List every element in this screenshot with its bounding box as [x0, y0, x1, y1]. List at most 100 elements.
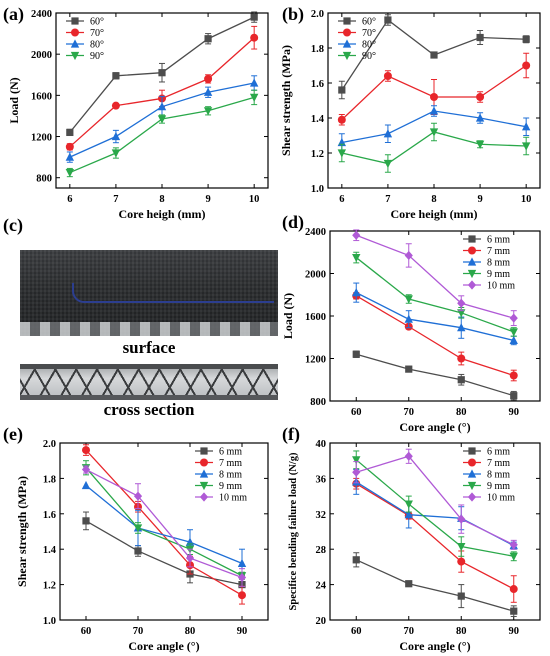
cross-section-caption: cross section — [103, 400, 195, 419]
data-point — [383, 159, 393, 169]
series-1 — [337, 52, 531, 126]
y-tick-label: 2400 — [31, 9, 52, 20]
legend-label: 6 mm — [487, 235, 510, 246]
x-axis-label: Core angle (°) — [399, 420, 470, 434]
series-4 — [352, 229, 518, 327]
data-point — [237, 572, 247, 583]
top-skin — [20, 364, 278, 369]
data-point — [111, 131, 121, 141]
series-0 — [66, 11, 258, 137]
chart-a: 800 1200 1600 2000 2400 6 7 8 9 10 Core heigh (mm)… — [3, 4, 269, 221]
legend-label: 70° — [90, 28, 104, 39]
x-tick-label: 80 — [456, 626, 467, 637]
series-line — [356, 353, 514, 397]
data-point — [82, 446, 90, 455]
data-point — [457, 542, 466, 552]
y-tick-label: 1200 — [305, 355, 326, 366]
series-line — [85, 468, 243, 579]
legend-marker — [467, 469, 477, 478]
legend-marker — [70, 51, 80, 61]
legend-label: 60° — [362, 17, 376, 28]
series-3 — [352, 450, 518, 562]
surface-caption: surface — [122, 338, 176, 357]
legend: 60°70°80°90° — [338, 17, 376, 62]
data-point — [509, 371, 518, 380]
y-tick-label: 2.0 — [311, 9, 324, 20]
x-tick-label: 60 — [351, 407, 362, 418]
data-point — [404, 500, 413, 509]
x-axis-label: Core heigh (mm) — [118, 207, 205, 221]
data-point — [82, 517, 90, 525]
data-point — [352, 556, 360, 564]
legend-marker — [200, 458, 208, 467]
series-0 — [338, 14, 530, 100]
legend-marker — [343, 28, 351, 37]
data-point — [384, 16, 392, 24]
series-line — [85, 449, 243, 596]
data-point — [158, 69, 166, 77]
legend-label: 6 mm — [487, 447, 510, 458]
data-point — [204, 74, 213, 83]
y-tick-label: 32 — [316, 510, 327, 521]
data-point — [521, 142, 531, 151]
y-axis-label: Specifice bending failure load (N/g) — [288, 452, 299, 610]
data-point — [157, 102, 167, 111]
data-point — [509, 335, 518, 345]
data-point — [383, 72, 392, 80]
legend-marker — [468, 235, 476, 243]
x-tick-label: 80 — [185, 626, 196, 637]
legend-marker — [468, 246, 476, 255]
data-point — [133, 491, 143, 501]
data-point — [352, 467, 361, 477]
y-tick-label: 2.0 — [43, 439, 56, 450]
data-point — [203, 87, 213, 96]
legend-label: 9 mm — [487, 481, 510, 492]
y-axis-label: Shear strength (MPa) — [279, 45, 293, 156]
legend-marker — [342, 39, 352, 48]
data-point — [81, 464, 91, 475]
data-point — [509, 328, 518, 337]
data-point — [185, 553, 195, 563]
data-point — [509, 585, 518, 594]
x-tick-label: 80 — [456, 407, 467, 418]
legend-label: 80° — [362, 40, 376, 51]
surface-photo — [20, 250, 278, 336]
bottom-skin — [20, 395, 278, 400]
series-0 — [82, 511, 246, 594]
y-tick-label: 1.8 — [311, 44, 324, 55]
data-point — [476, 33, 484, 42]
data-point — [475, 113, 485, 122]
data-point — [81, 480, 91, 490]
y-tick-label: 1.0 — [311, 184, 324, 195]
data-point — [404, 295, 413, 304]
legend-marker — [467, 269, 477, 279]
data-point — [521, 122, 531, 131]
y-tick-label: 24 — [316, 581, 327, 592]
data-point — [430, 93, 438, 101]
data-point — [111, 149, 121, 158]
panel-label-c: (c) — [3, 215, 23, 235]
panel-label: (d) — [282, 212, 304, 233]
x-tick-label: 8 — [431, 194, 436, 205]
data-point — [65, 152, 75, 161]
data-point — [112, 72, 120, 80]
data-point — [404, 510, 413, 519]
legend-label: 10 mm — [487, 493, 515, 504]
series-line — [355, 483, 515, 590]
series-line — [85, 467, 243, 577]
y-tick-label: 1.6 — [311, 79, 324, 90]
data-point — [352, 350, 360, 358]
y-tick-label: 2000 — [305, 270, 326, 281]
legend-label: 7 mm — [219, 458, 242, 469]
data-point — [337, 115, 346, 124]
data-point — [457, 354, 466, 363]
data-point — [352, 253, 361, 263]
data-point — [510, 607, 518, 615]
y-axis-label: Shear strength (MPa) — [15, 476, 29, 587]
legend-marker — [342, 51, 352, 61]
legend-label: 10 mm — [487, 281, 515, 292]
